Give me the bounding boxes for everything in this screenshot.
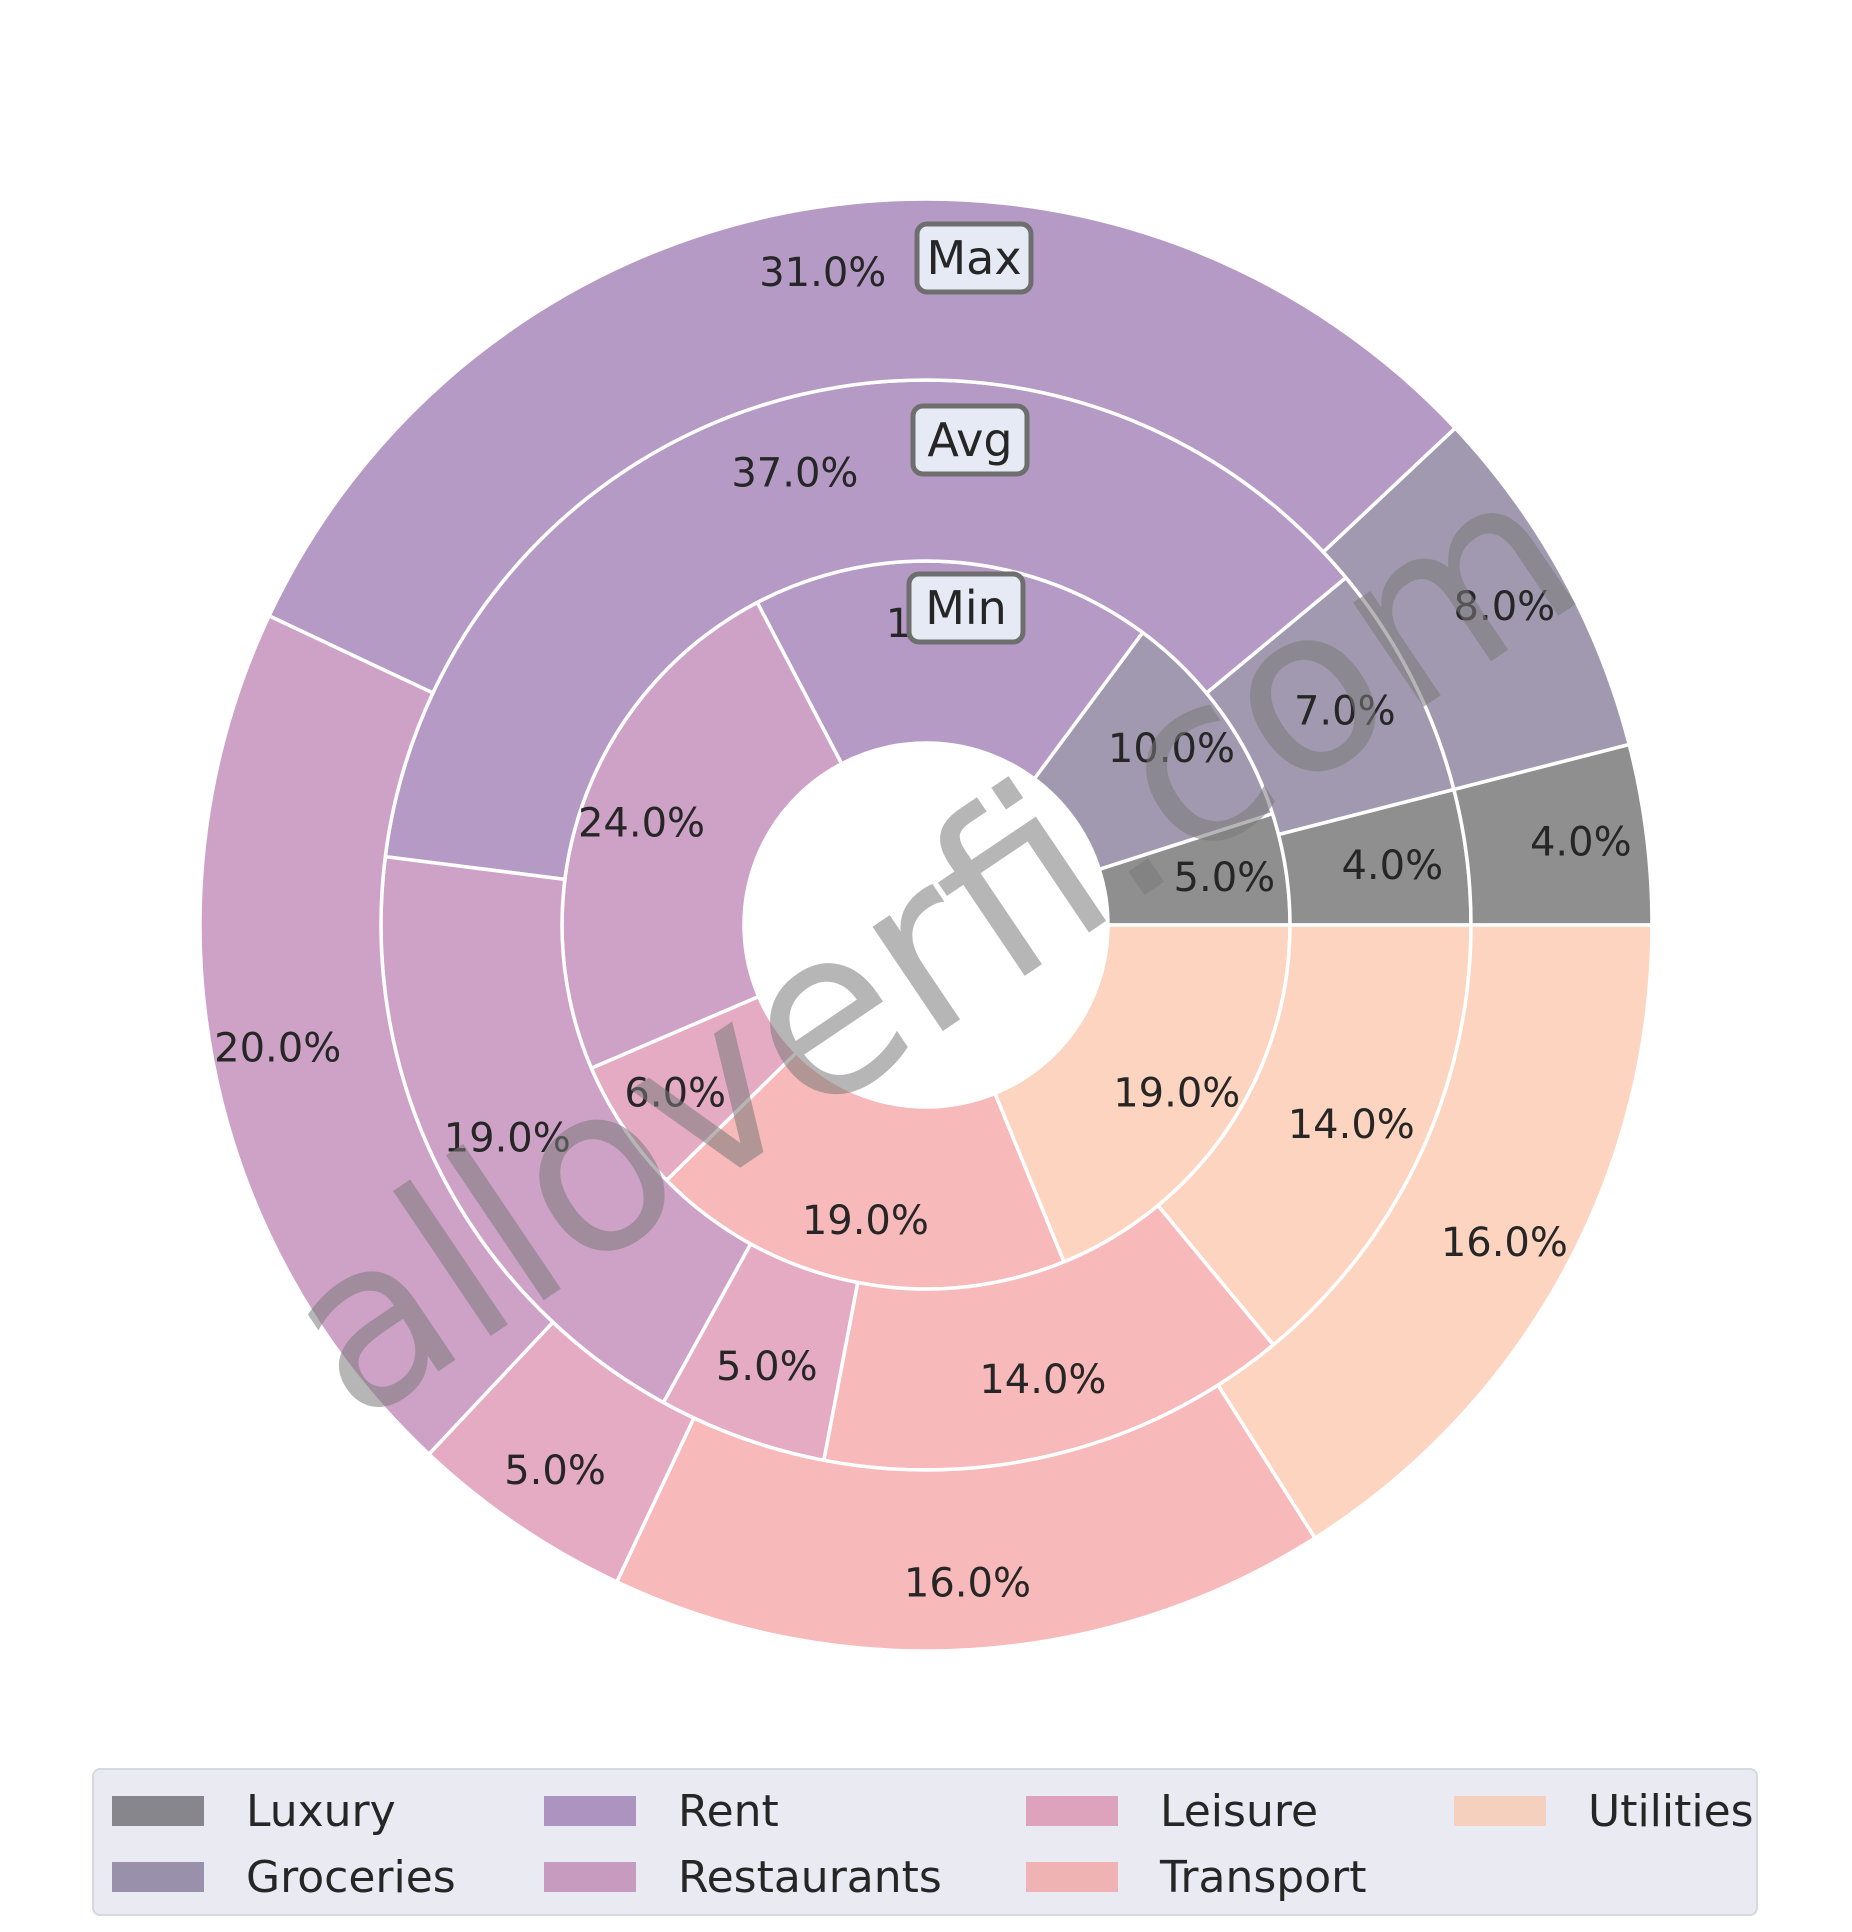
legend-swatch (544, 1796, 636, 1826)
legend-swatch (112, 1862, 204, 1892)
slice-max-restaurants (198, 613, 556, 1457)
ring-label-text: Min (925, 581, 1007, 635)
legend-swatch (544, 1862, 636, 1892)
pct-label-min-leisure: 6.0% (624, 1070, 726, 1116)
legend-label: Utilities (1588, 1785, 1754, 1837)
pct-label-min-utilities: 19.0% (1113, 1070, 1240, 1116)
pct-label-avg-luxury: 4.0% (1341, 843, 1443, 889)
legend-item-leisure: Leisure (1008, 1785, 1319, 1837)
ring-label-max: Max (914, 221, 1034, 295)
pct-label-avg-transport: 14.0% (979, 1357, 1106, 1403)
legend-item-utilities: Utilities (1436, 1785, 1754, 1837)
pct-label-max-utilities: 16.0% (1441, 1220, 1568, 1266)
ring-label-text: Max (926, 231, 1021, 285)
legend-label: Restaurants (678, 1851, 942, 1903)
pct-label-max-transport: 16.0% (904, 1561, 1031, 1607)
ring-label-box (910, 403, 1030, 477)
ring-label-min: Min (906, 571, 1026, 645)
pct-label-max-groceries: 8.0% (1454, 584, 1556, 630)
legend-item-luxury: Luxury (94, 1785, 396, 1837)
pct-label-max-restaurants: 20.0% (214, 1026, 341, 1072)
pct-label-min-restaurants: 24.0% (578, 801, 705, 847)
legend-item-groceries: Groceries (94, 1851, 456, 1903)
pct-label-avg-utilities: 14.0% (1288, 1102, 1415, 1148)
nested-donut-chart: 5.0%10.0%18.0%24.0%6.0%19.0%19.0%4.0%7.0… (198, 197, 1654, 1653)
slice-max-rent (266, 197, 1458, 696)
ring-label-text: Avg (927, 413, 1012, 467)
percent-labels: 5.0%10.0%18.0%24.0%6.0%19.0%19.0%4.0%7.0… (214, 250, 1631, 1607)
pct-label-avg-groceries: 7.0% (1294, 689, 1396, 735)
pct-label-avg-leisure: 5.0% (716, 1344, 818, 1390)
ring-label-avg: Avg (910, 403, 1030, 477)
legend-swatch (1026, 1796, 1118, 1826)
pct-label-min-transport: 19.0% (802, 1198, 929, 1244)
legend-swatch (112, 1796, 204, 1826)
pct-label-max-luxury: 4.0% (1530, 819, 1632, 865)
legend: Luxury Groceries Rent Restaurants Leisure Tra… (92, 1768, 1758, 1916)
legend-label: Rent (678, 1785, 779, 1837)
pct-label-avg-rent: 37.0% (731, 451, 858, 497)
legend-label: Leisure (1160, 1785, 1319, 1837)
ring-name-labels: Min Avg Max (906, 221, 1034, 645)
donut-slices (198, 197, 1654, 1653)
slice-max-utilities (1215, 923, 1654, 1541)
legend-label: Luxury (246, 1785, 396, 1837)
legend-label: Groceries (246, 1851, 456, 1903)
pct-label-max-leisure: 5.0% (504, 1448, 606, 1494)
ring-label-box (906, 571, 1026, 645)
legend-item-restaurants: Restaurants (526, 1851, 942, 1903)
legend-label: Transport (1160, 1851, 1367, 1903)
legend-swatch (1026, 1862, 1118, 1892)
pct-label-max-rent: 31.0% (759, 250, 886, 296)
legend-item-transport: Transport (1008, 1851, 1367, 1903)
legend-item-rent: Rent (526, 1785, 779, 1837)
pct-label-min-luxury: 5.0% (1174, 855, 1276, 901)
legend-swatch (1454, 1796, 1546, 1826)
pct-label-avg-restaurants: 19.0% (444, 1115, 571, 1161)
ring-label-box (914, 221, 1034, 295)
pct-label-min-groceries: 10.0% (1108, 726, 1235, 772)
